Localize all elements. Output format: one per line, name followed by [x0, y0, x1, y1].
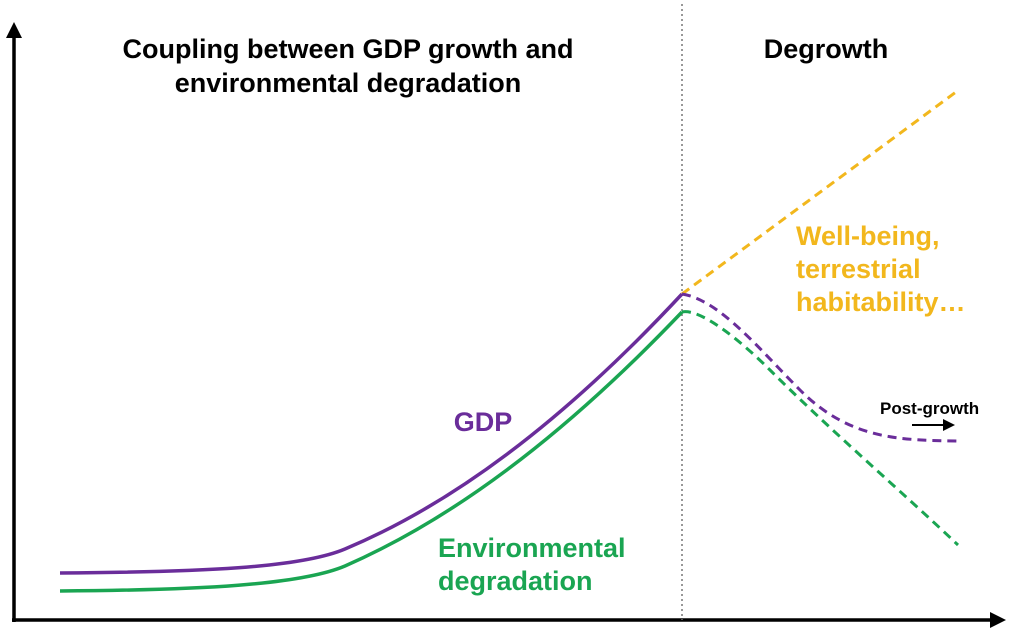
environmental-label-line2: degradation: [438, 566, 593, 596]
gdp-curve: [59, 292, 684, 575]
gdp-label: GDP: [454, 407, 513, 437]
wellbeing-label-line3: habitability…: [796, 287, 966, 317]
coupling-title-line1: Coupling between GDP growth and: [123, 34, 574, 64]
coupling-title-line2: environmental degradation: [175, 68, 522, 98]
gdp-degrowth-curve: [681, 292, 959, 443]
post-growth-arrowhead: [943, 419, 955, 431]
environmental-curve: [59, 310, 684, 593]
post-growth-label: Post-growth: [880, 399, 979, 418]
environmental-degrowth-curve: [681, 310, 960, 547]
environmental-label-line1: Environmental: [438, 533, 626, 563]
degrowth-title: Degrowth: [764, 34, 889, 64]
x-axis-arrow-icon: [990, 612, 1006, 628]
wellbeing-line: [681, 90, 957, 296]
wellbeing-label-line1: Well-being,: [796, 221, 940, 251]
y-axis-arrow-icon: [6, 22, 22, 38]
wellbeing-label-line2: terrestrial: [796, 254, 921, 284]
